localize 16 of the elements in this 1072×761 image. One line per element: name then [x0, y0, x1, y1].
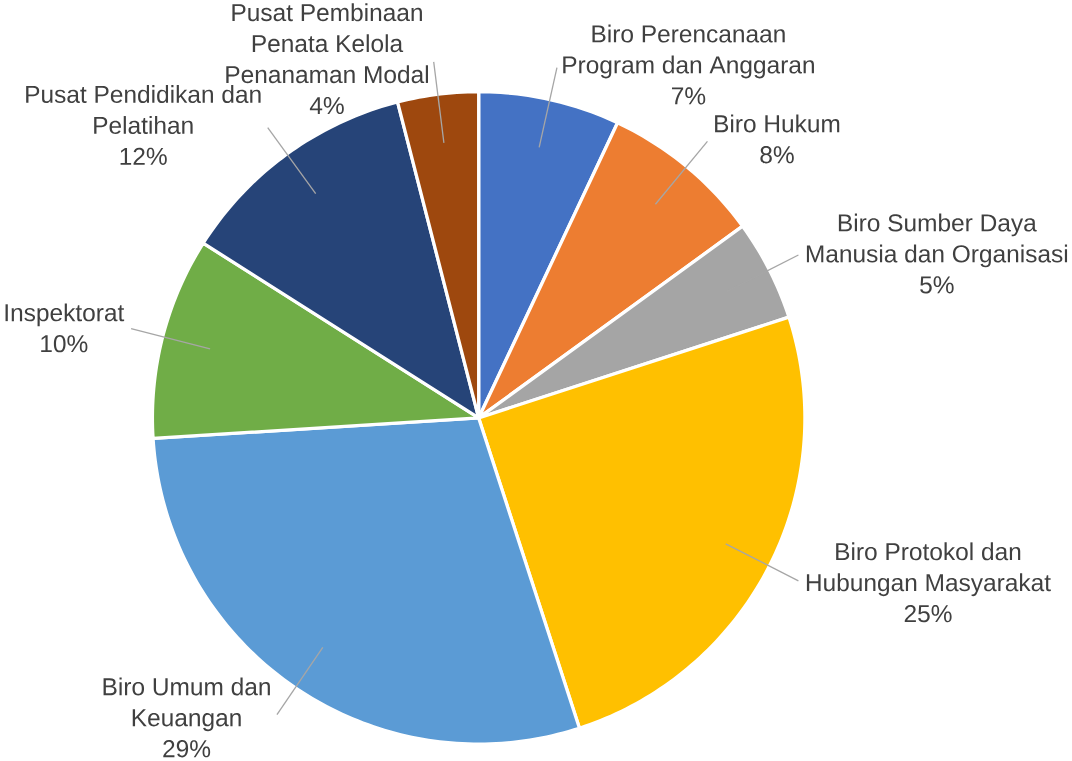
data-label: 5% [920, 276, 954, 294]
data-label: 10% [41, 335, 88, 353]
slice-label: Biro Umum dan Keuangan [103, 677, 270, 732]
data-label: 7% [672, 87, 706, 105]
data-label: 12% [120, 147, 167, 166]
slice-label: Biro Sumber Daya Manusia dan Organisasi [806, 213, 1068, 268]
data-label: 25% [904, 605, 952, 623]
data-label: 8% [760, 146, 794, 164]
slice-label: Pusat Pendidikan dan Pelatihan [26, 85, 261, 135]
slice-label: Inspektorat [5, 303, 125, 327]
slice-label: Biro Hukum [715, 114, 840, 133]
data-label: 29% [163, 740, 211, 758]
slice-label: Pusat Pembinaan Penata Kelola Penanaman Modal [226, 3, 428, 84]
slice-label: Biro Perencanaan Program dan Anggaran [563, 24, 814, 79]
slice-label: Biro Protokol dan Hubungan Masyarakat [806, 542, 1051, 597]
data-label: 4% [309, 97, 344, 115]
